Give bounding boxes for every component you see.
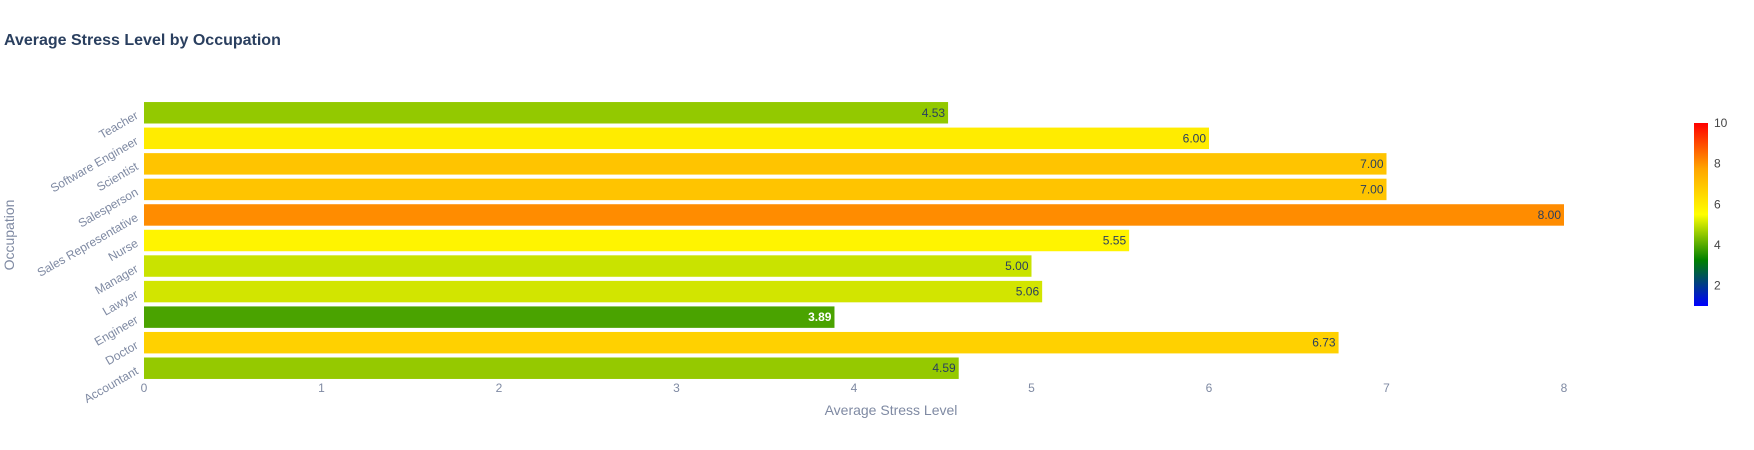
- bar-value-label: 4.59: [932, 361, 956, 375]
- bar-manager: [144, 255, 1032, 277]
- bar-lawyer: [144, 280, 1043, 303]
- x-axis-ticks: 0 1 2 3 4 5 6 7 8: [141, 381, 1568, 395]
- x-tick-label: 7: [1383, 381, 1390, 395]
- x-tick-label: 8: [1561, 381, 1568, 395]
- bar-teacher: [144, 102, 949, 124]
- colorbar: [1694, 123, 1708, 306]
- bar-value-label: 5.06: [1016, 285, 1040, 299]
- x-tick-label: 4: [851, 381, 858, 395]
- bar-accountant: [144, 357, 959, 379]
- chart-title: Average Stress Level by Occupation: [4, 32, 281, 49]
- bar-value-label: 7.00: [1360, 157, 1384, 171]
- y-tick-label: Accountant: [81, 363, 141, 405]
- colorbar-tick-label: 2: [1714, 279, 1721, 293]
- bar-sales-representative: [144, 204, 1564, 226]
- bar-value-label: 5.00: [1005, 259, 1029, 273]
- x-tick-label: 0: [141, 381, 148, 395]
- bar-value-label: 7.00: [1360, 182, 1384, 196]
- colorbar-tick-label: 10: [1714, 116, 1728, 130]
- x-tick-label: 3: [673, 381, 680, 395]
- bar-salesperson: [144, 178, 1387, 201]
- x-axis-title: Average Stress Level: [825, 402, 958, 418]
- x-tick-label: 5: [1028, 381, 1035, 395]
- colorbar-tick-label: 6: [1714, 197, 1721, 211]
- colorbar-ticks: 2 4 6 8 10: [1714, 116, 1728, 293]
- bar-value-label: 3.89: [808, 310, 832, 324]
- bar-nurse: [144, 229, 1130, 252]
- bar-value-label: 8.00: [1538, 208, 1562, 222]
- y-tick-label: Nurse: [106, 236, 141, 264]
- bars-group: [144, 102, 1564, 379]
- y-axis-ticks: AccountantDoctorEngineerLawyerManagerNur…: [35, 108, 141, 406]
- bar-software-engineer: [144, 127, 1209, 150]
- x-tick-label: 1: [318, 381, 325, 395]
- y-axis-title: Occupation: [1, 200, 17, 271]
- colorbar-tick-label: 8: [1714, 157, 1721, 171]
- bar-doctor: [144, 331, 1339, 354]
- bar-scientist: [144, 153, 1387, 175]
- bar-value-label: 5.55: [1103, 234, 1127, 248]
- colorbar-tick-label: 4: [1714, 238, 1721, 252]
- bar-engineer: [144, 306, 835, 328]
- bar-value-label: 6.73: [1312, 336, 1336, 350]
- bar-value-label: 4.53: [922, 106, 946, 120]
- x-tick-label: 6: [1206, 381, 1213, 395]
- x-tick-label: 2: [496, 381, 503, 395]
- bar-value-label: 6.00: [1183, 131, 1207, 145]
- bar-labels-group: 4.59 6.73 3.89 5.06 5.00 5.55 8.00 7.00 7.00 6.00…: [808, 106, 1561, 375]
